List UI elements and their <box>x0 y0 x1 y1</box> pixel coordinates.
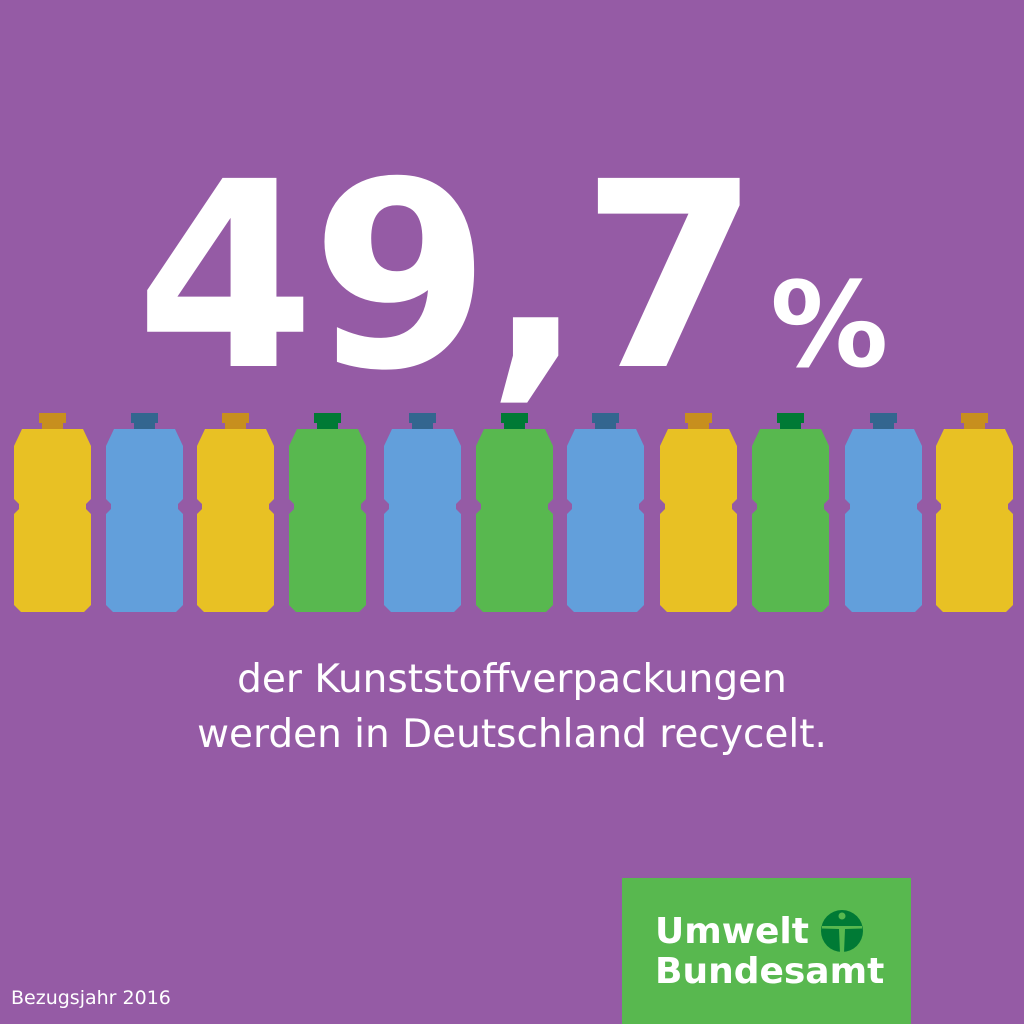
caption-line-1: der Kunststoffverpackungen <box>237 657 787 702</box>
bottle-body <box>567 429 644 612</box>
bottle-cap <box>592 413 619 430</box>
bottle-body <box>752 429 829 612</box>
bottle-body <box>476 429 553 612</box>
headline-number: 49,7 <box>135 127 761 427</box>
logo-line-1: Umwelt <box>655 911 809 952</box>
bottle-body <box>660 429 737 612</box>
bottle <box>845 413 922 612</box>
bottle <box>14 413 91 612</box>
headline-percentage: 49,7% <box>0 148 1024 406</box>
human-figure-icon <box>821 910 863 953</box>
bottle <box>752 413 829 612</box>
bottle-body <box>845 429 922 612</box>
bottle-cap <box>131 413 158 430</box>
bottle <box>384 413 461 612</box>
logo-line-2: Bundesamt <box>655 951 885 992</box>
bottle <box>289 413 366 612</box>
bottle-cap <box>777 413 804 430</box>
reference-year: Bezugsjahr 2016 <box>11 987 171 1009</box>
bottle-body <box>289 429 366 612</box>
bottle <box>660 413 737 612</box>
bottle-cap <box>685 413 712 430</box>
bottle <box>476 413 553 612</box>
umweltbundesamt-logo: Umwelt Bundesamt <box>622 878 911 1024</box>
bottle <box>197 413 274 612</box>
caption: der Kunststoffverpackungen werden in Deu… <box>0 652 1024 762</box>
bottle-cap <box>409 413 436 430</box>
bottle-cap <box>39 413 66 430</box>
bottle-cap <box>222 413 249 430</box>
bottle-cap <box>870 413 897 430</box>
caption-line-2: werden in Deutschland recycelt. <box>197 712 827 757</box>
bottle <box>106 413 183 612</box>
bottle-body <box>936 429 1013 612</box>
bottle-body <box>106 429 183 612</box>
bottle <box>567 413 644 612</box>
bottle-body <box>384 429 461 612</box>
logo-text: Umwelt Bundesamt <box>655 912 884 992</box>
bottle-cap <box>961 413 988 430</box>
bottle-body <box>197 429 274 612</box>
bottle <box>936 413 1013 612</box>
bottle-row <box>14 413 1013 612</box>
bottle-body <box>14 429 91 612</box>
headline-unit: % <box>770 256 889 394</box>
bottle-cap <box>501 413 528 430</box>
bottle-cap <box>314 413 341 430</box>
